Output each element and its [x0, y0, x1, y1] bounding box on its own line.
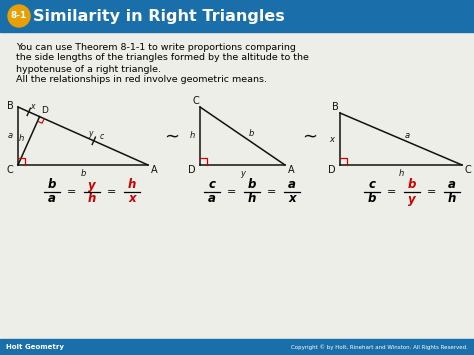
- Text: y: y: [89, 129, 93, 138]
- Text: ∼: ∼: [164, 128, 180, 146]
- Text: the side lengths of the triangles formed by the altitude to the: the side lengths of the triangles formed…: [16, 54, 309, 62]
- Text: A: A: [151, 165, 157, 175]
- Text: b: b: [368, 192, 376, 206]
- Text: y: y: [240, 169, 245, 178]
- Text: Similarity in Right Triangles: Similarity in Right Triangles: [33, 9, 285, 23]
- Text: h: h: [88, 192, 96, 206]
- Text: c: c: [209, 179, 216, 191]
- Text: c: c: [368, 179, 375, 191]
- Text: b: b: [80, 169, 86, 178]
- Text: =: =: [387, 187, 397, 197]
- Text: b: b: [48, 179, 56, 191]
- Text: 8-1: 8-1: [11, 11, 27, 21]
- Bar: [0, 339, 474, 355]
- Text: x: x: [30, 102, 35, 111]
- Text: D: D: [328, 165, 336, 175]
- Text: B: B: [7, 101, 13, 111]
- Text: h: h: [398, 169, 404, 178]
- Text: D: D: [41, 106, 48, 115]
- Text: h: h: [19, 134, 25, 143]
- Text: y: y: [408, 192, 416, 206]
- Text: a: a: [288, 179, 296, 191]
- Text: Copyright © by Holt, Rinehart and Winston. All Rights Reserved.: Copyright © by Holt, Rinehart and Winsto…: [291, 344, 468, 350]
- Text: ∼: ∼: [302, 128, 318, 146]
- Circle shape: [8, 5, 30, 27]
- Text: C: C: [192, 96, 200, 106]
- Text: b: b: [408, 179, 416, 191]
- Text: You can use Theorem 8-1-1 to write proportions comparing: You can use Theorem 8-1-1 to write propo…: [16, 43, 296, 51]
- Text: =: =: [107, 187, 117, 197]
- Text: c: c: [100, 132, 104, 141]
- Text: D: D: [188, 165, 196, 175]
- Text: Holt Geometry: Holt Geometry: [6, 344, 64, 350]
- Text: hypotenuse of a right triangle.: hypotenuse of a right triangle.: [16, 65, 161, 73]
- Text: a: a: [448, 179, 456, 191]
- Text: x: x: [128, 192, 136, 206]
- Text: x: x: [288, 192, 296, 206]
- Text: C: C: [465, 165, 471, 175]
- Text: b: b: [248, 179, 256, 191]
- Text: h: h: [128, 179, 136, 191]
- Text: a: a: [208, 192, 216, 206]
- Text: C: C: [7, 165, 13, 175]
- Text: h: h: [448, 192, 456, 206]
- Text: h: h: [190, 131, 195, 141]
- Text: =: =: [428, 187, 437, 197]
- Text: =: =: [67, 187, 77, 197]
- Text: a: a: [48, 192, 56, 206]
- Text: a: a: [404, 131, 410, 140]
- Text: B: B: [332, 102, 338, 112]
- Text: a: a: [8, 131, 13, 141]
- Text: h: h: [248, 192, 256, 206]
- Text: All the relationships in red involve geometric means.: All the relationships in red involve geo…: [16, 76, 267, 84]
- Text: A: A: [288, 165, 294, 175]
- Bar: [0, 0, 474, 32]
- Text: y: y: [88, 179, 96, 191]
- Text: =: =: [267, 187, 277, 197]
- Text: b: b: [249, 130, 254, 138]
- Text: =: =: [228, 187, 237, 197]
- Text: x: x: [329, 135, 335, 143]
